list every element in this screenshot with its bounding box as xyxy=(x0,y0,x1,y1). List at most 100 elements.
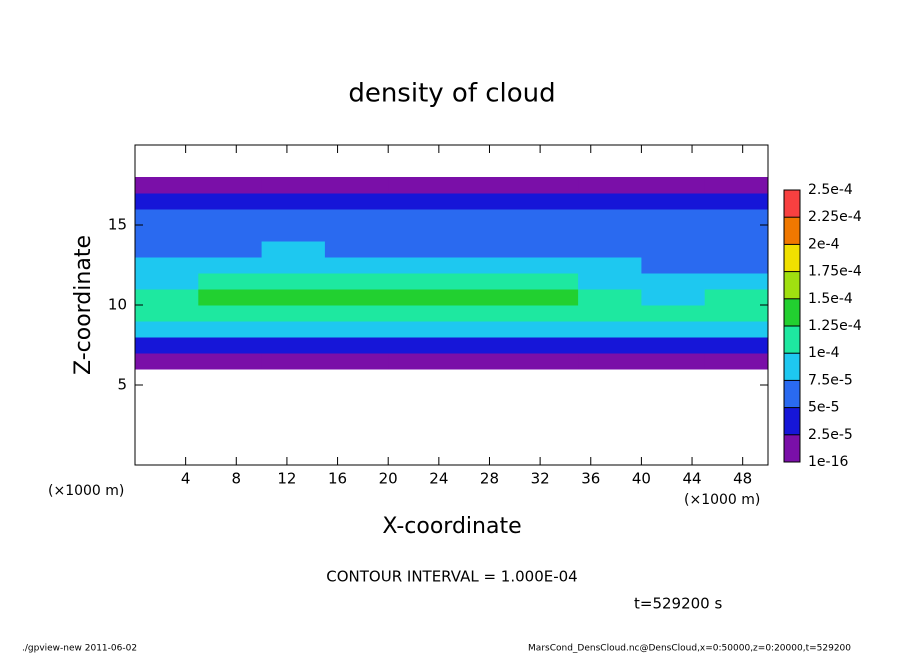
x-tick-label: 8 xyxy=(232,470,242,488)
x-tick-label: 32 xyxy=(531,470,550,488)
y-tick-label: 10 xyxy=(108,296,127,314)
x-tick-label: 48 xyxy=(733,470,752,488)
colorbar-swatch xyxy=(784,217,800,245)
heat-cell xyxy=(514,337,579,354)
heat-cell xyxy=(388,257,452,274)
heat-cell xyxy=(451,353,516,370)
colorbar-label: 1.75e-4 xyxy=(808,264,862,280)
y-tick-label: 5 xyxy=(117,376,127,394)
heat-cell xyxy=(451,257,516,274)
heat-cell xyxy=(388,193,452,210)
x-tick-label: 4 xyxy=(181,470,191,488)
heat-cell xyxy=(135,273,199,290)
heat-cell xyxy=(388,305,452,322)
heat-cell xyxy=(198,225,263,242)
x-axis-label: X-coordinate xyxy=(382,514,521,539)
heat-cell xyxy=(578,225,642,242)
heat-cell xyxy=(261,289,326,306)
heat-cell xyxy=(514,193,579,210)
heat-cell xyxy=(388,321,452,338)
heat-cell xyxy=(451,273,516,290)
x-tick-label: 16 xyxy=(328,470,347,488)
y-axis-label: Z-coordinate xyxy=(71,235,96,375)
heat-cell xyxy=(135,289,199,306)
colorbar-label: 1.25e-4 xyxy=(808,318,862,334)
colorbar-swatch xyxy=(784,298,800,326)
colorbar-swatch xyxy=(784,244,800,272)
colorbar-label: 2e-4 xyxy=(808,236,840,252)
x-unit: (×1000 m) xyxy=(684,492,760,508)
heat-cell xyxy=(704,273,769,290)
heat-cell xyxy=(578,209,642,226)
heat-cell xyxy=(641,241,706,258)
heat-cell xyxy=(514,241,579,258)
heat-cell xyxy=(198,273,263,290)
heat-cell xyxy=(324,177,389,194)
heat-cell xyxy=(451,225,516,242)
x-tick-label: 40 xyxy=(632,470,651,488)
x-tick-label: 28 xyxy=(480,470,499,488)
heat-cell xyxy=(514,273,579,290)
heat-cell xyxy=(324,337,389,354)
heat-cell xyxy=(514,257,579,274)
heat-cell xyxy=(514,225,579,242)
heat-cell xyxy=(261,353,326,370)
heat-cell xyxy=(135,177,199,194)
heat-cell xyxy=(578,177,642,194)
heat-cell xyxy=(578,257,642,274)
heat-cell xyxy=(261,225,326,242)
heat-cell xyxy=(324,241,389,258)
x-tick-label: 44 xyxy=(682,470,701,488)
heat-cell xyxy=(261,337,326,354)
heat-cell xyxy=(451,321,516,338)
heat-cell xyxy=(641,193,706,210)
heat-cell xyxy=(198,321,263,338)
heat-cell xyxy=(578,353,642,370)
heat-cell xyxy=(704,337,769,354)
time-note: t=529200 s xyxy=(634,595,722,613)
colorbar-swatch xyxy=(784,407,800,435)
colorbar-swatch xyxy=(784,271,800,299)
heat-cell xyxy=(514,353,579,370)
heat-cell xyxy=(451,337,516,354)
heat-cell xyxy=(641,209,706,226)
heat-cell xyxy=(704,257,769,274)
heat-cell xyxy=(261,321,326,338)
heat-cell xyxy=(704,225,769,242)
heat-cell xyxy=(514,289,579,306)
heat-cell xyxy=(578,241,642,258)
heat-cell xyxy=(324,305,389,322)
heat-cell xyxy=(641,305,706,322)
heat-cell xyxy=(578,337,642,354)
heat-cell xyxy=(135,193,199,210)
heat-cell xyxy=(198,289,263,306)
x-tick-label: 36 xyxy=(581,470,600,488)
heat-cell xyxy=(578,273,642,290)
heat-cell xyxy=(198,337,263,354)
heat-cell xyxy=(451,241,516,258)
colorbar-swatch xyxy=(784,326,800,354)
colorbar-swatch xyxy=(784,190,800,218)
heat-cell xyxy=(324,225,389,242)
x-tick-label: 12 xyxy=(277,470,296,488)
footer-left: ./gpview-new 2011-06-02 xyxy=(22,644,137,654)
heat-cell xyxy=(135,225,199,242)
heat-cell xyxy=(135,305,199,322)
contour-note: CONTOUR INTERVAL = 1.000E-04 xyxy=(326,568,577,586)
heat-cell xyxy=(514,321,579,338)
x-unit: (×1000 m) xyxy=(48,483,124,499)
heat-cell xyxy=(704,193,769,210)
heat-cell xyxy=(324,193,389,210)
heat-cell xyxy=(641,225,706,242)
heat-cell xyxy=(261,257,326,274)
heat-cell xyxy=(198,193,263,210)
heat-cell xyxy=(324,257,389,274)
colorbar-label: 7.5e-5 xyxy=(808,372,853,388)
heat-cell xyxy=(324,209,389,226)
heat-cell xyxy=(578,321,642,338)
colorbar-label: 2.25e-4 xyxy=(808,209,862,225)
heat-cell xyxy=(198,353,263,370)
heat-cell xyxy=(514,177,579,194)
heat-cell xyxy=(388,225,452,242)
heat-cell xyxy=(198,241,263,258)
